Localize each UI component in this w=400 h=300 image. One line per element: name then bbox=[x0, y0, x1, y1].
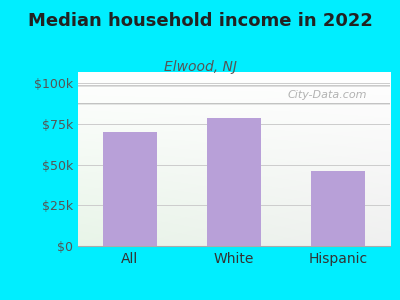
Bar bbox=[103, 132, 157, 246]
Text: Elwood, NJ: Elwood, NJ bbox=[164, 60, 236, 74]
Text: City-Data.com: City-Data.com bbox=[288, 90, 367, 100]
Text: Median household income in 2022: Median household income in 2022 bbox=[28, 12, 372, 30]
Bar bbox=[311, 171, 365, 246]
Bar bbox=[207, 118, 261, 246]
